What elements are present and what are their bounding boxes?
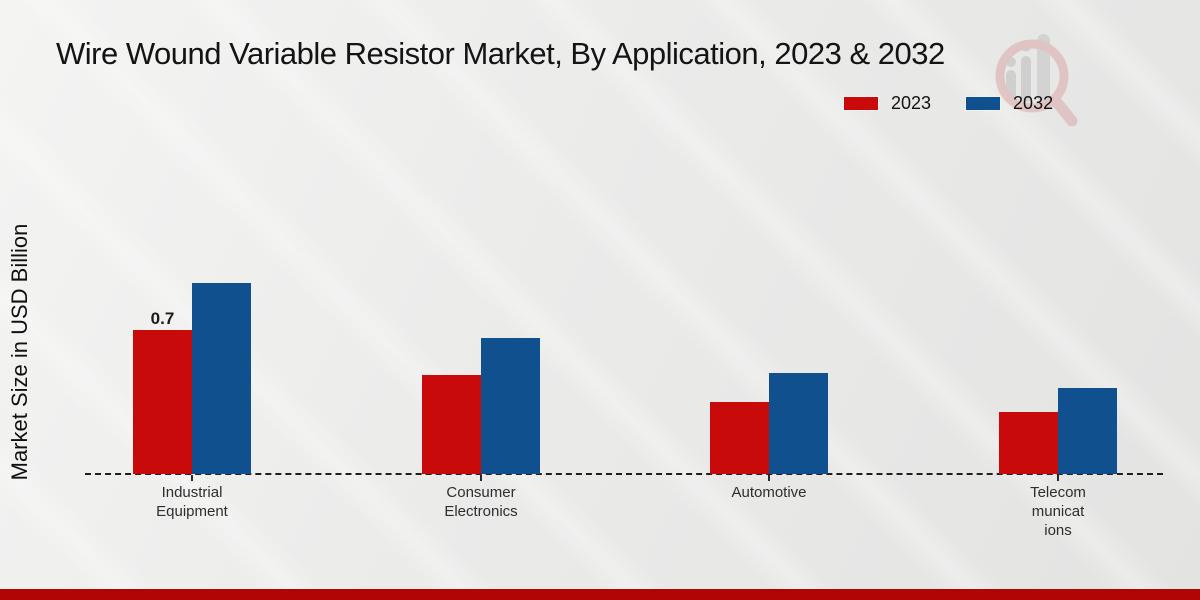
category-label-telecommunications: Telecom municat ions <box>1030 484 1086 539</box>
bar-2032-automotive <box>769 373 828 474</box>
legend-label-2023: 2023 <box>891 93 932 113</box>
bar-2032-telecommunications <box>1058 387 1117 474</box>
category-label-industrial-equipment: Industrial Equipment <box>156 484 228 520</box>
x-tick-telecommunications <box>1057 475 1059 481</box>
x-tick-automotive <box>768 475 770 481</box>
bar-2023-industrial-equipment <box>133 330 192 474</box>
legend: 2023 2032 <box>843 93 1053 114</box>
bar-2023-consumer-electronics <box>422 375 481 474</box>
legend-item-2023: 2023 <box>843 93 931 114</box>
bar-2023-automotive <box>710 402 769 474</box>
brand-footer-bar <box>0 589 1200 600</box>
category-label-consumer-electronics: Consumer Electronics <box>444 484 518 520</box>
x-tick-industrial-equipment <box>191 475 193 481</box>
chart-title: Wire Wound Variable Resistor Market, By … <box>56 36 945 71</box>
legend-item-2032: 2032 <box>965 93 1053 114</box>
legend-label-2032: 2032 <box>1013 93 1054 113</box>
bar-2032-consumer-electronics <box>481 338 540 474</box>
legend-swatch-2032 <box>965 96 1002 111</box>
value-label-2023-industrial-equipment: 0.7 <box>150 309 175 328</box>
x-axis-dashed-line <box>85 473 1163 475</box>
x-tick-consumer-electronics <box>480 475 482 481</box>
bar-2023-telecommunications <box>999 412 1058 474</box>
bar-2032-industrial-equipment <box>192 282 251 474</box>
brand-watermark-magnifier-icon <box>995 34 1078 126</box>
category-label-automotive: Automotive <box>731 484 807 501</box>
legend-swatch-2023 <box>843 96 879 111</box>
